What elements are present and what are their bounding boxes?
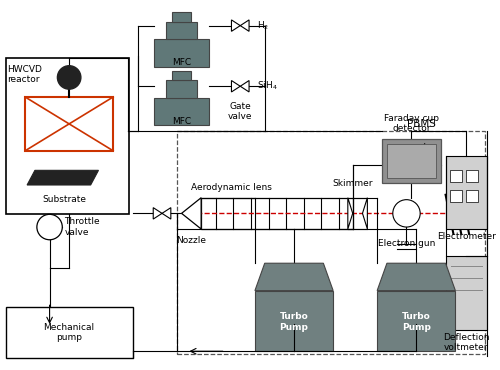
Bar <box>377 290 456 351</box>
Text: Turbo
Pump: Turbo Pump <box>280 312 308 332</box>
Text: Mechanical
pump: Mechanical pump <box>44 323 94 342</box>
Text: Skimmer: Skimmer <box>332 179 373 188</box>
Text: Electron gun: Electron gun <box>378 239 435 248</box>
Polygon shape <box>377 263 456 290</box>
Bar <box>466 190 478 202</box>
Bar <box>176 131 484 354</box>
Polygon shape <box>240 20 249 31</box>
Polygon shape <box>362 198 368 229</box>
Circle shape <box>37 214 62 240</box>
Text: MFC: MFC <box>172 58 191 67</box>
Bar <box>466 170 478 182</box>
Text: Faraday cup
detector: Faraday cup detector <box>384 114 439 133</box>
Bar <box>154 98 209 125</box>
Bar <box>172 71 192 80</box>
Bar <box>166 80 197 98</box>
Text: Substrate: Substrate <box>42 195 86 204</box>
Text: Throttle
valve: Throttle valve <box>64 217 100 237</box>
Bar <box>446 156 486 229</box>
Bar <box>6 307 132 358</box>
Bar <box>166 22 197 39</box>
Circle shape <box>58 66 81 89</box>
Bar <box>446 256 486 330</box>
Text: PBMS: PBMS <box>406 119 436 129</box>
Polygon shape <box>232 20 240 31</box>
Bar <box>25 97 113 151</box>
Text: Nozzle: Nozzle <box>176 236 206 245</box>
Bar <box>450 170 462 182</box>
Text: MFC: MFC <box>172 117 191 125</box>
Text: H$_2$: H$_2$ <box>257 19 269 32</box>
Text: HWCVD
reactor: HWCVD reactor <box>8 65 42 84</box>
Bar <box>201 198 352 229</box>
Polygon shape <box>162 208 171 219</box>
Bar <box>450 190 462 202</box>
Text: Gate
valve: Gate valve <box>228 102 252 121</box>
Text: Deflection
voltmeter: Deflection voltmeter <box>443 333 490 352</box>
Polygon shape <box>240 81 249 92</box>
Text: Aerodynamic lens: Aerodynamic lens <box>192 183 272 192</box>
Circle shape <box>393 200 420 227</box>
Text: Electrometer: Electrometer <box>436 232 496 241</box>
Bar <box>154 39 209 67</box>
Polygon shape <box>255 263 333 290</box>
Bar <box>387 144 436 178</box>
Bar <box>255 290 333 351</box>
Polygon shape <box>348 198 352 229</box>
Polygon shape <box>153 208 162 219</box>
Bar <box>382 139 440 183</box>
Bar <box>6 58 129 214</box>
Polygon shape <box>232 81 240 92</box>
Polygon shape <box>27 170 99 185</box>
Text: SiH$_4$: SiH$_4$ <box>257 80 278 92</box>
Polygon shape <box>182 198 201 229</box>
Bar <box>172 12 192 22</box>
Text: Turbo
Pump: Turbo Pump <box>402 312 430 332</box>
